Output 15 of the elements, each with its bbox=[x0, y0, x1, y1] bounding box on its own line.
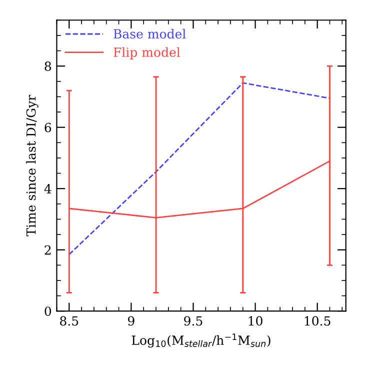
x-tick-label: 8.5 bbox=[60, 316, 78, 326]
text: Log$_{10}$(M$_{stellar}$/h$^{−1}$M$_{sun}$) bbox=[132, 334, 270, 348]
legend-label: Base model bbox=[114, 28, 186, 39]
x-tick-label: 9.5 bbox=[184, 316, 202, 326]
y-tick-label: 0 bbox=[44, 306, 52, 316]
y-tick-label: 4 bbox=[44, 184, 52, 194]
legend-label: Flip model bbox=[114, 47, 180, 60]
line-series bbox=[68, 82, 330, 256]
x-tick-label: 10 bbox=[248, 316, 262, 326]
x-tick-label: 10.5 bbox=[304, 316, 330, 326]
y-tick-label: 2 bbox=[44, 245, 51, 255]
y-tick-label: 8 bbox=[44, 62, 52, 71]
x-tick-label: 9 bbox=[128, 316, 134, 326]
y-tick-label: 6 bbox=[44, 122, 52, 132]
y-axis-title: Time since last DI/Gyr bbox=[26, 94, 38, 236]
